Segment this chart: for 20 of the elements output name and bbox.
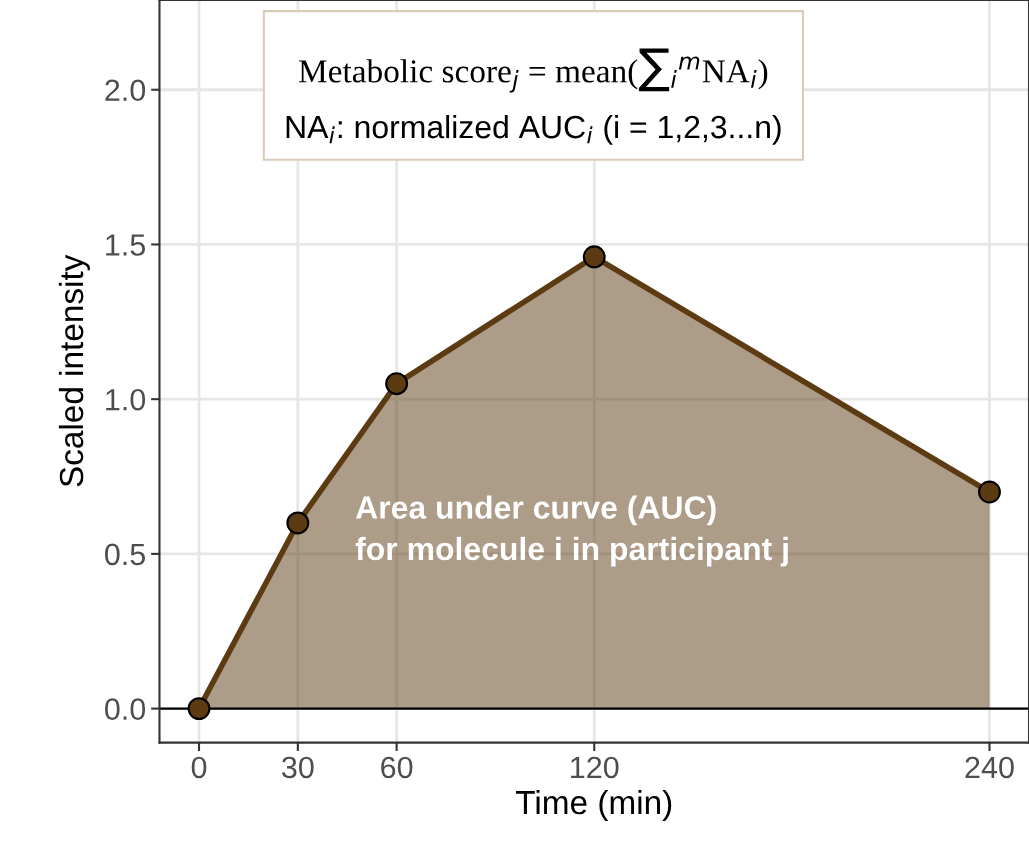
x-tick-label: 0 (191, 756, 207, 779)
point (582, 245, 606, 269)
point (978, 480, 1001, 504)
y-tick-label: 1.5 (106, 234, 146, 256)
y-tick-label: 2.0 (105, 79, 146, 102)
x-tick-label: 30 (282, 756, 314, 779)
annotation: Area under curve (AUC) for molecule i in participant j (355, 495, 788, 567)
point (286, 511, 310, 535)
x-tick-label: 60 (381, 756, 413, 779)
x-tick-label: 240 (965, 756, 1014, 779)
y-tick-label: 0.5 (105, 543, 146, 566)
annotation: Metabolic score$_{j}$ = mean(∑$_{i}$$^{m}$NA$_{i}$) (299, 48, 768, 93)
y-axis-title: Scaled intensity (58, 254, 90, 487)
point (187, 697, 211, 721)
y-tick-label: 1.0 (106, 388, 146, 411)
x-tick-label: 120 (571, 756, 619, 779)
annotation: NA$_{i}$: normalized AUC$_{i}$ (i = 1,2,3...n) (286, 114, 781, 145)
y-tick-label: 0.0 (105, 698, 146, 720)
point (385, 372, 409, 396)
x-axis-title: Time (min) (516, 789, 672, 821)
